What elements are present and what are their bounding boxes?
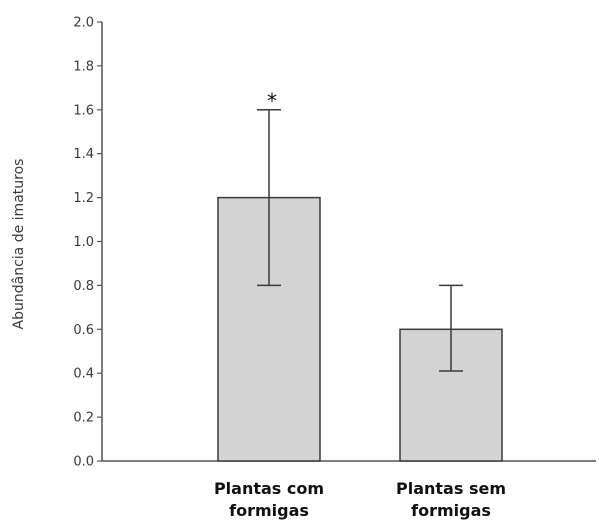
- y-tick-label: 0.6: [73, 323, 94, 338]
- labels: * Plantas com formigas Plantas sem formigas: [214, 89, 506, 520]
- x-category-label-line: formigas: [229, 501, 309, 520]
- y-tick-label: 1.2: [73, 191, 94, 206]
- y-tick-label: 1.4: [73, 147, 94, 162]
- x-category-label-line: Plantas com: [214, 479, 324, 498]
- y-tick-label: 2.0: [73, 16, 94, 31]
- error-bars: [257, 109, 463, 372]
- y-tick-label: 1.8: [73, 59, 94, 74]
- axes: 0.0 0.2 0.4 0.6 0.8 1.0 1.2 1.4 1.6 1.8 2.0: [73, 16, 596, 470]
- x-category-label: Plantas com formigas: [214, 479, 324, 520]
- y-tick-label: 0.4: [73, 367, 94, 382]
- y-tick-label: 1.0: [73, 235, 94, 250]
- y-tick-label: 0.0: [73, 455, 94, 470]
- y-axis-title: Abundância de imaturos: [11, 159, 27, 330]
- x-category-label: Plantas sem formigas: [396, 479, 506, 520]
- y-tick-label: 0.2: [73, 411, 94, 426]
- y-tick-label: 0.8: [73, 279, 94, 294]
- x-category-label-line: formigas: [411, 501, 491, 520]
- significance-marker: *: [267, 89, 277, 113]
- x-category-label-line: Plantas sem: [396, 479, 506, 498]
- bars: [217, 196, 503, 462]
- y-tick-label: 1.6: [73, 103, 94, 118]
